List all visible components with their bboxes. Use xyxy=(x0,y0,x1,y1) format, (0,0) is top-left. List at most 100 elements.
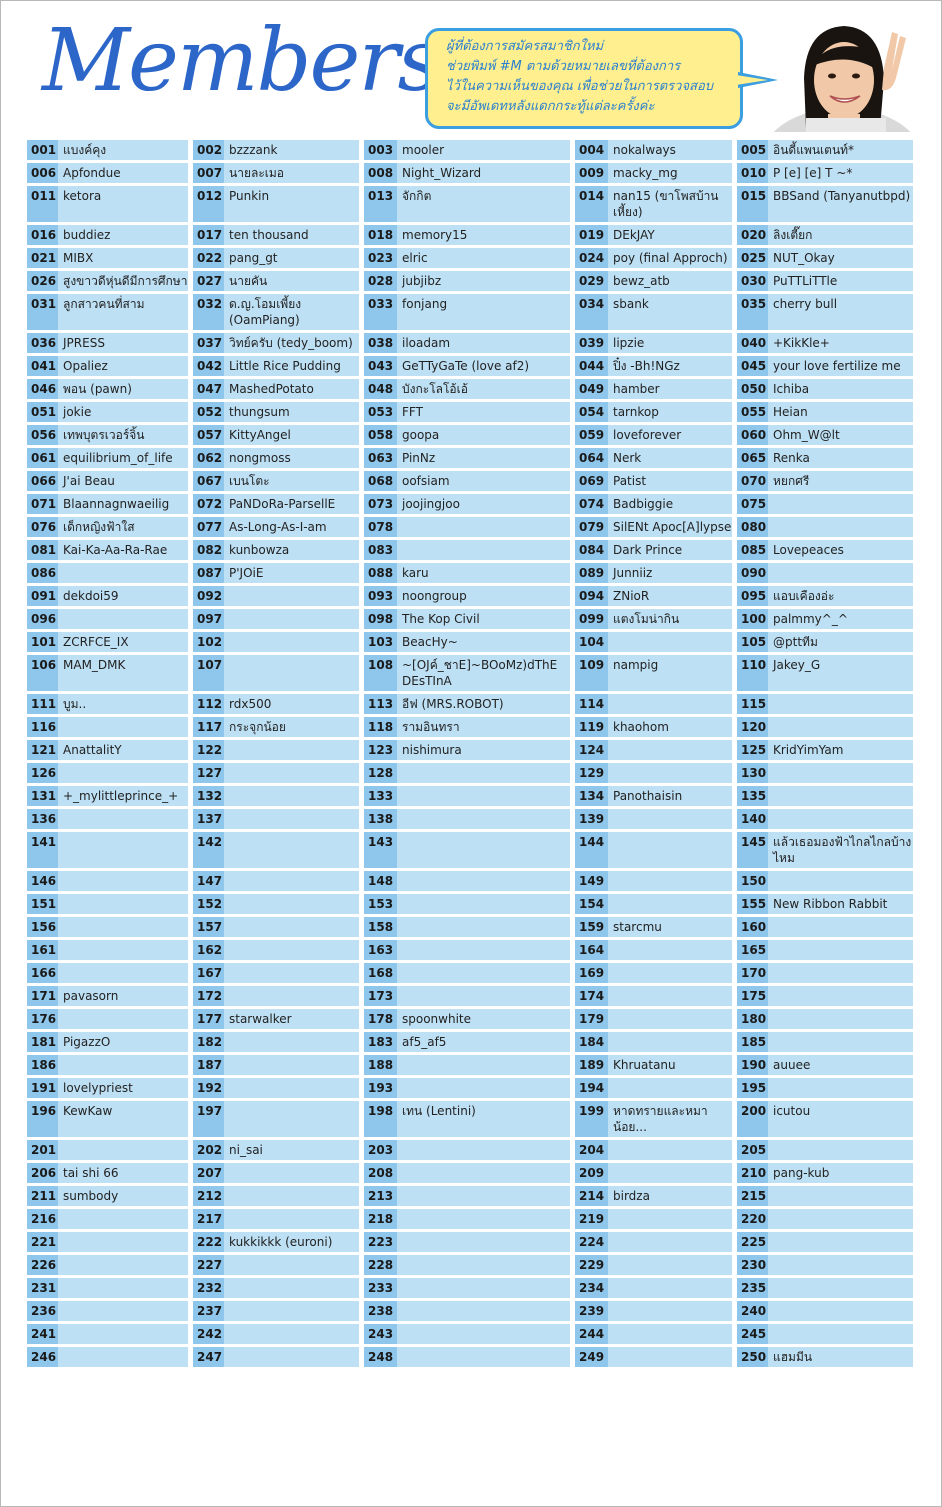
member-name: PuTTLiTTle xyxy=(773,274,838,288)
member-entry: 050 Ichiba xyxy=(737,379,913,399)
member-entry: 173 xyxy=(364,986,570,1006)
member-number: 123 xyxy=(364,740,397,760)
member-number: 002 xyxy=(193,140,224,160)
member-entry: 098 The Kop Civil xyxy=(364,609,570,629)
member-entry: 183 af5_af5 xyxy=(364,1032,570,1052)
member-number: 077 xyxy=(193,517,224,537)
member-number: 142 xyxy=(193,832,224,868)
member-number: 178 xyxy=(364,1009,397,1029)
member-number: 112 xyxy=(193,694,224,714)
member-number: 048 xyxy=(364,379,397,399)
member-number: 018 xyxy=(364,225,397,245)
member-name xyxy=(397,940,570,960)
member-number: 240 xyxy=(737,1301,768,1321)
member-number: 099 xyxy=(575,609,608,629)
member-name: khaohom xyxy=(613,720,669,734)
member-number: 168 xyxy=(364,963,397,983)
member-name: starcmu xyxy=(613,920,662,934)
bubble-line: จะมีอัพเดทหลังแดกกระทู้แต่ละครั้งค่ะ xyxy=(446,99,655,114)
member-name: ลูกสาวคนที่สาม xyxy=(63,297,145,311)
member-entry: 042 Little Rice Pudding xyxy=(193,356,359,376)
member-entry: 165 xyxy=(737,940,913,960)
member-entry: 094 ZNioR xyxy=(575,586,732,606)
member-entry: 085 Lovepeaces xyxy=(737,540,913,560)
member-entry: 059 loveforever xyxy=(575,425,732,445)
bubble-tail xyxy=(736,72,778,88)
member-number: 174 xyxy=(575,986,608,1006)
member-entry: 172 xyxy=(193,986,359,1006)
member-name: ketora xyxy=(63,189,102,203)
member-number: 087 xyxy=(193,563,224,583)
member-name xyxy=(58,563,188,583)
member-entry: 235 xyxy=(737,1278,913,1298)
member-name: BBSand (Tanyanutbpd) xyxy=(773,189,911,203)
member-name: KridYimYam xyxy=(773,743,844,757)
member-name xyxy=(58,1255,188,1275)
member-name: New Ribbon Rabbit xyxy=(773,897,888,911)
member-entry: 152 xyxy=(193,894,359,914)
member-number: 192 xyxy=(193,1078,224,1098)
member-name: birdza xyxy=(613,1189,650,1203)
member-name: +KikKle+ xyxy=(773,336,830,350)
member-entry: 214 birdza xyxy=(575,1186,732,1206)
member-name: J'ai Beau xyxy=(63,474,115,488)
member-entry: 120 xyxy=(737,717,913,737)
member-number: 039 xyxy=(575,333,608,353)
member-number: 216 xyxy=(27,1209,58,1229)
member-entry: 065 Renka xyxy=(737,448,913,468)
member-number: 004 xyxy=(575,140,608,160)
member-number: 023 xyxy=(364,248,397,268)
member-name xyxy=(58,940,188,960)
member-entry: 080 xyxy=(737,517,913,537)
member-number: 060 xyxy=(737,425,768,445)
member-name xyxy=(608,871,732,891)
member-number: 203 xyxy=(364,1140,397,1160)
member-entry: 195 xyxy=(737,1078,913,1098)
member-entry: 116 xyxy=(27,717,188,737)
member-name: ten thousand xyxy=(229,228,309,242)
member-number: 024 xyxy=(575,248,608,268)
member-name xyxy=(224,786,359,806)
member-name: พอน (pawn) xyxy=(63,382,132,396)
member-entry: 110 Jakey_G xyxy=(737,655,913,691)
member-entry: 199 หาดทรายและหมาน้อย... xyxy=(575,1101,732,1137)
member-number: 148 xyxy=(364,871,397,891)
member-entry: 033 fonjang xyxy=(364,294,570,330)
member-number: 162 xyxy=(193,940,224,960)
member-entry: 076 เด็กหญิงฟ้าใส xyxy=(27,517,188,537)
member-number: 110 xyxy=(737,655,768,691)
member-number: 058 xyxy=(364,425,397,445)
member-entry: 052 thungsum xyxy=(193,402,359,422)
member-number: 092 xyxy=(193,586,224,606)
member-entry: 164 xyxy=(575,940,732,960)
member-number: 200 xyxy=(737,1101,768,1137)
member-number: 038 xyxy=(364,333,397,353)
member-number: 212 xyxy=(193,1186,224,1206)
member-number: 025 xyxy=(737,248,768,268)
member-entry: 248 xyxy=(364,1347,570,1367)
member-entry: 034 sbank xyxy=(575,294,732,330)
member-number: 237 xyxy=(193,1301,224,1321)
member-number: 036 xyxy=(27,333,58,353)
member-entry: 082 kunbowza xyxy=(193,540,359,560)
member-name: +_mylittleprince_+ xyxy=(63,789,179,803)
member-number: 046 xyxy=(27,379,58,399)
member-number: 101 xyxy=(27,632,58,652)
member-number: 054 xyxy=(575,402,608,422)
member-entry: 073 joojingjoo xyxy=(364,494,570,514)
member-entry: 163 xyxy=(364,940,570,960)
member-name xyxy=(58,894,188,914)
member-name: Kai-Ka-Aa-Ra-Rae xyxy=(63,543,168,557)
member-number: 181 xyxy=(27,1032,58,1052)
member-number: 247 xyxy=(193,1347,224,1367)
member-number: 207 xyxy=(193,1163,224,1183)
bubble-line: ไว้ในความเห็นของคุณ เพื่อช่วยในการตรวจสอ… xyxy=(446,79,714,94)
member-name xyxy=(608,632,732,652)
member-name xyxy=(58,832,188,868)
member-name xyxy=(224,1278,359,1298)
member-name: tai shi 66 xyxy=(63,1166,119,1180)
member-name: สูงขาวดีหุ่นดีมีการศึกษา xyxy=(63,274,188,288)
member-entry: 213 xyxy=(364,1186,570,1206)
member-entry: 242 xyxy=(193,1324,359,1344)
member-entry: 039 lipzie xyxy=(575,333,732,353)
